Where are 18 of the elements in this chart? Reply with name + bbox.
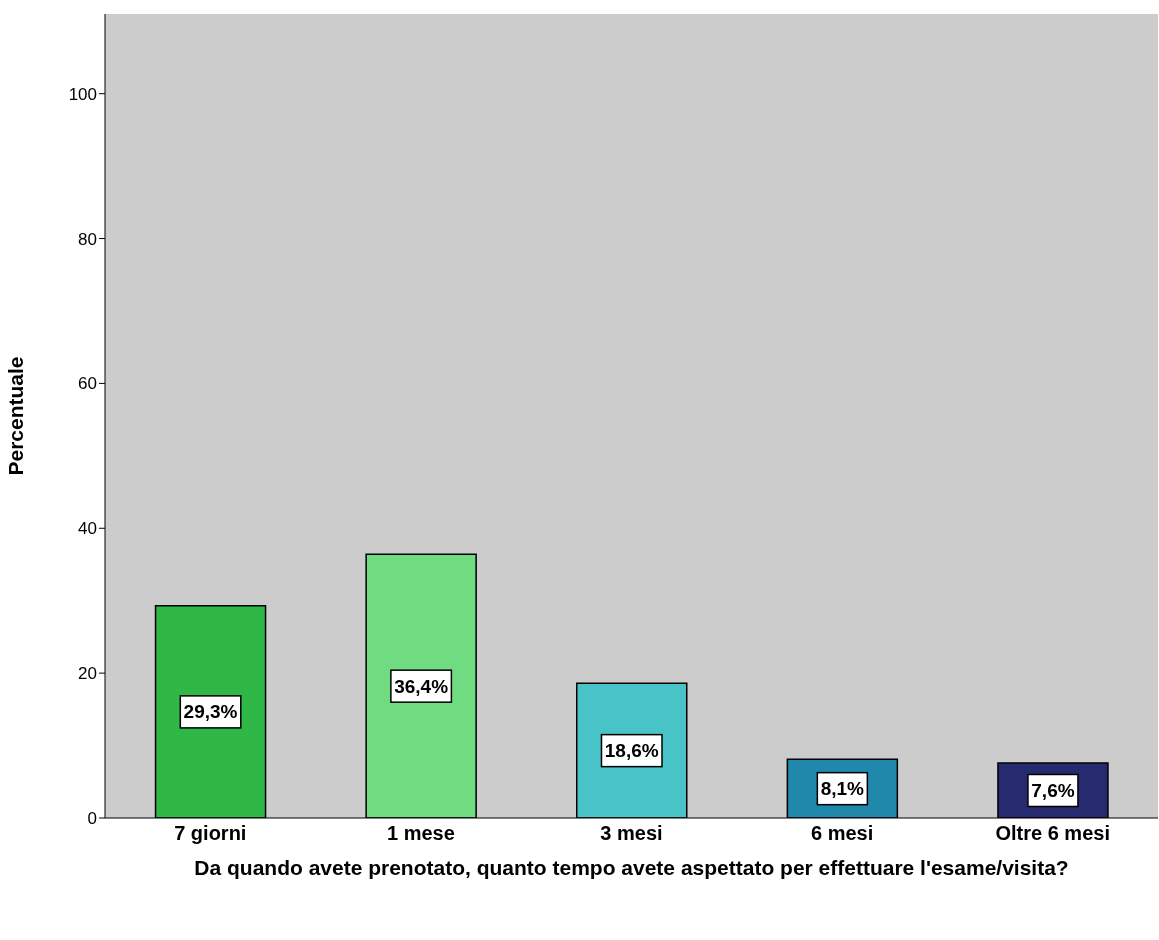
data-label: 18,6% [604,740,659,762]
data-label: 36,4% [394,675,449,697]
x-tick-label: 6 mesi [810,822,874,845]
data-label: 8,1% [820,778,865,800]
y-axis-title: Percentuale [4,356,28,476]
data-label: 7,6% [1031,779,1075,801]
y-tick-label: 20 [78,664,97,684]
x-tick-label: Oltre 6 mesi [995,822,1110,845]
x-tick-label: 1 mese [386,822,455,845]
x-tick-label: 7 giorni [174,822,247,845]
x-tick-label: 3 mesi [600,822,663,845]
y-tick-label: 0 [87,809,97,829]
x-axis-title: Da quando avete prenotato, quanto tempo avete aspettato per effettuare l'esame/visita? [193,856,1070,879]
data-label: 29,3% [183,701,238,723]
y-tick-label: 60 [78,374,97,394]
y-tick-label: 40 [78,519,97,539]
y-tick-label: 100 [68,84,97,104]
y-tick-label: 80 [78,229,97,249]
